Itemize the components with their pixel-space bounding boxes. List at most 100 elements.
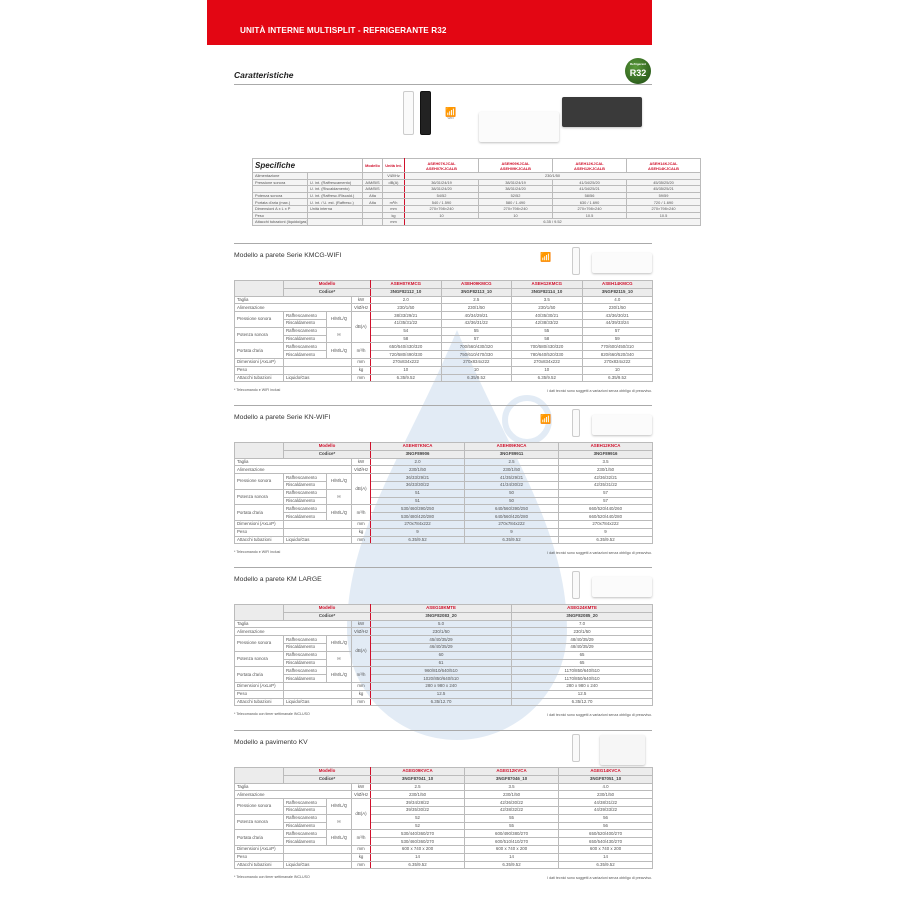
model-code: ASEH12KJCAL	[575, 160, 604, 166]
cell-value: 10	[370, 365, 442, 375]
potenza-label: Potenza sonora	[234, 488, 284, 506]
raffrescamento-label: Raffrescamento	[283, 311, 327, 320]
unit-label: mm	[350, 535, 372, 545]
model-code: ASEH09KJCAL	[501, 160, 530, 166]
indoor-unit-image	[592, 577, 652, 597]
portata-label: Portata d'aria	[234, 829, 284, 846]
table-row: Codice* 3NGF82112_10 3NGF82113_10 3NGF82114…	[235, 287, 654, 297]
cell-value: 820/660/520/340	[581, 350, 654, 359]
row-value: 38/31/24/20	[404, 185, 480, 193]
cell-value: 43/36/30/21	[581, 311, 654, 320]
riscaldamento-label: Riscaldamento	[283, 350, 327, 359]
table-row: Pressione sonora Raffrescamento H/M/L/Q dB(…	[234, 311, 654, 344]
footnote: * Telecomando con timer settimanale INCL…	[234, 875, 310, 879]
table-row: Peso kg 9 9 9	[234, 527, 654, 537]
section-title: Modello a pavimento KV	[234, 739, 308, 746]
cell-value: 58	[370, 334, 442, 344]
table-row: Alimentazione V/Ø/Hz 230/1/50 230/1/50 230/1…	[234, 465, 654, 475]
taglia-label: Taglia	[234, 457, 352, 467]
row-unit	[382, 191, 406, 200]
table-row: Pressione sonora Raffrescamento H/M/L/Q dB(…	[234, 635, 654, 668]
model-name: ASEH14KJCAL ASEH14KJCALB	[626, 158, 702, 173]
row-mode: Alta	[362, 191, 384, 200]
unita-int-header: Unità Int.	[382, 158, 406, 173]
mode-label: H/M/L/Q	[326, 342, 352, 359]
header-blank	[234, 280, 284, 297]
codice-header: Codice*	[282, 611, 372, 621]
badge-text: R32	[629, 68, 647, 78]
model-name: ASEH12KNCA	[558, 442, 654, 451]
disclaimer: I dati tecnici sono soggetti a variazion…	[547, 551, 652, 555]
cell-value: 52	[370, 821, 466, 831]
riscaldamento-label: Riscaldamento	[283, 496, 327, 506]
unit-label: V/Ø/Hz	[350, 627, 372, 637]
cell-value: 7.0	[511, 619, 654, 629]
attacchi-label: Attacchi tubazioni	[234, 697, 284, 707]
unit-label: dB(A)	[350, 311, 372, 344]
liquido-gas-label: Liquido/Gas	[283, 373, 352, 383]
cell-value: 9	[558, 527, 654, 537]
table-row: Riscaldamento 36/33/30/22 41/34/30/22 42/35…	[235, 480, 654, 490]
cell-value: 230/1/50	[464, 465, 560, 475]
model-name: AGEG09KVCA	[370, 767, 466, 776]
unit-label: mm	[350, 697, 372, 707]
table-row: Taglia kW 2.0 2.5 3.5	[234, 457, 654, 467]
modello-header: Modello	[282, 767, 372, 776]
row-mode	[362, 172, 384, 180]
cell-value: 270x784x222	[558, 519, 654, 529]
model-name: ASEH12KJCAL ASEH12KJCALB	[552, 158, 628, 173]
codice-header: Codice*	[282, 449, 372, 459]
row-value: 10	[404, 211, 480, 220]
raffrescamento-label: Raffrescamento	[283, 798, 327, 807]
disclaimer: I dati tecnici sono soggetti a variazion…	[547, 389, 652, 393]
cell-value: 5.0	[370, 619, 513, 629]
unit-label: kg	[350, 527, 372, 537]
cell-value: 230/1/50	[370, 627, 513, 637]
cell-value: 6.35/12.70	[511, 697, 654, 707]
cell-value: 6.35/9.52	[511, 373, 583, 383]
alimentazione-label: Alimentazione	[234, 790, 352, 800]
specs-table: Modello ASEH07KNCA ASEH09KNCA ASEH12KNCA Cod…	[234, 442, 654, 545]
table-row: Riscaldamento 39/35/30/22 42/38/32/22 44/39…	[235, 805, 654, 815]
header-blank	[234, 767, 284, 784]
remote-image	[572, 571, 580, 599]
cell-value: 1170/850/640/510	[511, 674, 654, 683]
table-row: Riscaldamento 41/35/31/22 42/36/31/22 42/38…	[235, 318, 654, 328]
cell-value: 270x784x222	[370, 519, 466, 529]
wifi-icon: 📶	[540, 252, 552, 262]
cell-value: 700/560/430/320	[440, 342, 513, 352]
unit-label: kW	[350, 457, 372, 467]
unit-label: kg	[350, 689, 372, 699]
unit-label: mm	[350, 681, 372, 691]
pressione-label: Pressione sonora	[234, 473, 284, 490]
row-value: 10	[478, 211, 554, 220]
cell-value: 42/36/32/21	[558, 473, 654, 482]
unit-label: V/Ø/Hz	[350, 465, 372, 475]
model-name: ASEG18KMTE	[370, 604, 513, 613]
dimensioni-label: Dimensioni (AxLxP)	[234, 519, 284, 529]
table-row: Potenza sonora U. int. (Raffresc./Riscald…	[252, 191, 702, 200]
unit-label: kW	[350, 295, 372, 305]
table-row: Taglia kW 2.0 2.5 3.5 4.0	[234, 295, 654, 305]
model-code: ASEH14KJCALB	[648, 165, 679, 171]
cell-value: 10	[581, 365, 654, 375]
unit-label: mm	[350, 860, 372, 870]
table-row: Taglia kW 2.5 3.5 4.0	[234, 782, 654, 792]
unit-label: dB(A)	[350, 473, 372, 506]
model-name: AGEG12KVCA	[464, 767, 560, 776]
table-row: Dimensioni (AxLxP) mm 600 x 740 x 200 600 x…	[234, 844, 654, 854]
table-row: Riscaldamento 52 55 56	[235, 821, 654, 831]
row-value: 10.5	[552, 211, 628, 220]
unit-label: mm	[350, 373, 372, 383]
table-row: Modello ASEG18KMTE ASEG24KMTE	[234, 604, 654, 621]
dimensioni-label: Dimensioni (AxLxP)	[234, 681, 284, 691]
cell-value: 230/1/50	[464, 790, 560, 800]
row-label: Peso	[252, 211, 308, 220]
table-row: Riscaldamento 530/460/360/270 600/510/410/…	[235, 837, 654, 846]
indoor-unit-image	[592, 415, 652, 435]
cell-value: 280 x 980 x 240	[370, 681, 513, 691]
model-code: ASEH09KJCALB	[500, 165, 531, 171]
cell-value: 4.0	[558, 782, 654, 792]
table-row: Potenza sonora Raffrescamento H 51 50 57	[234, 488, 654, 506]
section-title: Modello a parete KM LARGE	[234, 576, 322, 583]
